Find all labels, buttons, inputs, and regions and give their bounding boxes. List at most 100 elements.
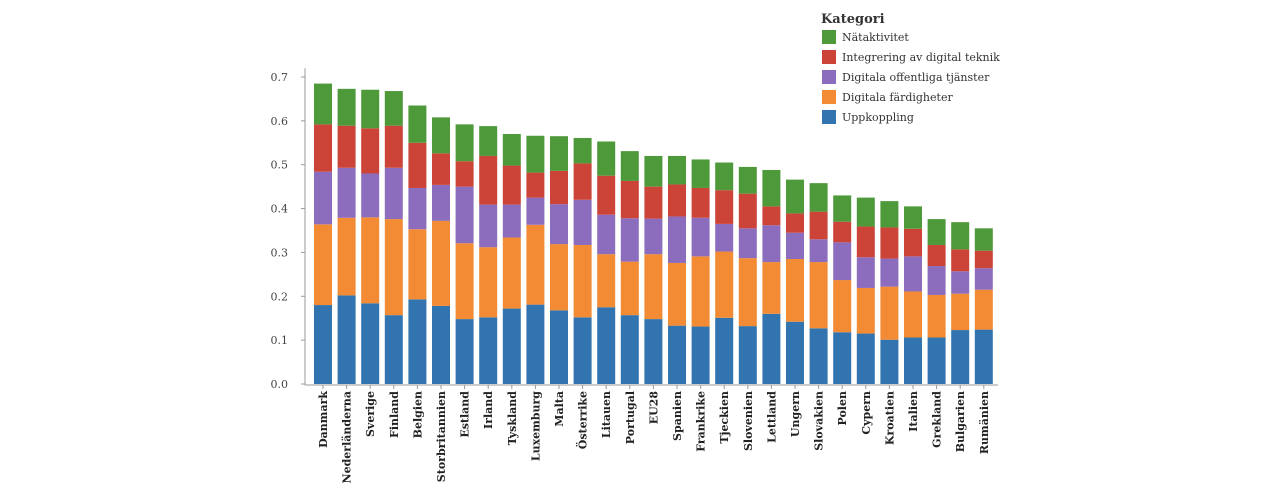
bar-nataktivitet-storbritannien [432, 117, 450, 154]
bar-digitala-offentliga-tjanster-eu28 [644, 218, 663, 255]
bar-stack-storbritannien [432, 117, 450, 384]
bar-digitala-offentliga-tjanster-malta [550, 204, 568, 245]
bar-uppkoppling-irland [479, 317, 498, 384]
bar-digitala-offentliga-tjanster-slovenien [738, 228, 757, 259]
bar-digitala-offentliga-tjanster-belgien [408, 187, 427, 230]
bar-digitala-offentliga-tjanster-rumanien [974, 268, 993, 290]
bar-digitala-fardigheter-portugal [620, 261, 639, 316]
bar-nataktivitet-finland [384, 91, 403, 126]
bar-uppkoppling-polen [833, 332, 852, 384]
bar-integrering-av-digital-teknik-finland [384, 125, 403, 168]
bar-uppkoppling-portugal [620, 315, 639, 384]
x-tick-label: Luxemburg [529, 391, 542, 461]
bar-stack-irland [479, 126, 498, 384]
bar-digitala-fardigheter-frankrike [691, 256, 710, 327]
bar-digitala-offentliga-tjanster-frankrike [691, 217, 710, 257]
legend-swatch-nataktivitet [822, 30, 836, 44]
bar-digitala-offentliga-tjanster-slovakien [809, 239, 828, 263]
bar-digitala-fardigheter-tjeckien [715, 251, 734, 318]
bar-digitala-offentliga-tjanster-tjeckien [715, 223, 734, 252]
bar-integrering-av-digital-teknik-danmark [314, 124, 332, 172]
legend-label-integrering-av-digital-teknik: Integrering av digital teknik [842, 51, 1000, 64]
x-tick-label: Polen [836, 391, 849, 426]
x-tick-label: Nederländerna [341, 391, 354, 483]
bar-digitala-fardigheter-grekland [927, 294, 946, 338]
legend-swatch-digitala-offentliga-tjanster [822, 70, 836, 84]
bar-uppkoppling-malta [550, 310, 568, 384]
legend-title: Kategori [821, 12, 885, 27]
bar-stack-portugal [620, 151, 639, 384]
x-tick-label: Österrike [576, 391, 590, 449]
bar-uppkoppling-luxemburg [526, 304, 545, 384]
bar-uppkoppling-italien [904, 337, 922, 384]
bar-digitala-fardigheter-belgien [408, 229, 427, 300]
bar-stack-litauen [597, 141, 616, 384]
bar-digitala-offentliga-tjanster-portugal [620, 218, 639, 262]
bar-nataktivitet-tyskland [502, 134, 521, 166]
bar-uppkoppling-grekland [927, 337, 946, 384]
bar-stack-nederlanderna [337, 88, 356, 384]
bar-digitala-offentliga-tjanster-nederlanderna [337, 167, 356, 218]
y-tick-label: 0.4 [271, 203, 289, 216]
x-tick-label: Slovenien [742, 391, 755, 451]
bar-digitala-offentliga-tjanster-finland [384, 167, 403, 220]
x-tick-label: Malta [553, 391, 566, 427]
x-tick-label: Kroatien [883, 391, 896, 445]
x-axis: Danmark Nederländerna Sverige Finland Belgie… [305, 384, 998, 483]
bar-nataktivitet-kroatien [880, 201, 899, 228]
bar-nataktivitet-cypern [856, 197, 875, 227]
x-tick-label: Bulgarien [954, 391, 967, 452]
bar-nataktivitet-bulgarien [951, 222, 970, 250]
bar-nataktivitet-rumanien [974, 228, 993, 251]
bar-nataktivitet-nederlanderna [337, 88, 356, 126]
bar-digitala-fardigheter-kroatien [880, 286, 899, 340]
x-tick-label: Lettland [765, 391, 778, 443]
bar-digitala-fardigheter-finland [384, 219, 403, 316]
bar-digitala-fardigheter-lettland [762, 262, 781, 314]
x-tick-label: Tjeckien [718, 391, 731, 444]
bar-digitala-fardigheter-estland [455, 243, 474, 320]
bar-nataktivitet-lettland [762, 169, 781, 207]
bar-integrering-av-digital-teknik-luxemburg [526, 172, 545, 198]
bar-nataktivitet-estland [455, 124, 474, 162]
bar-uppkoppling-estland [455, 319, 474, 384]
bar-uppkoppling-belgien [408, 299, 427, 384]
bar-stack-finland [384, 91, 403, 384]
bar-stack-slovakien [809, 183, 828, 384]
bar-integrering-av-digital-teknik-osterrike [573, 163, 592, 200]
bar-integrering-av-digital-teknik-kroatien [880, 227, 899, 259]
bar-integrering-av-digital-teknik-lettland [762, 206, 781, 226]
bar-stack-spanien [668, 155, 686, 384]
bar-integrering-av-digital-teknik-tjeckien [715, 190, 734, 224]
bar-uppkoppling-finland [384, 315, 403, 384]
bar-nataktivitet-danmark [314, 83, 332, 125]
bar-digitala-offentliga-tjanster-danmark [314, 171, 332, 225]
bar-stack-italien [904, 206, 922, 384]
bar-digitala-fardigheter-malta [550, 244, 568, 311]
x-tick-label: Irland [482, 391, 495, 429]
bar-integrering-av-digital-teknik-sverige [361, 128, 380, 174]
bar-digitala-fardigheter-polen [833, 280, 852, 333]
bar-stack-luxemburg [526, 135, 545, 384]
y-tick-label: 0.6 [271, 115, 289, 128]
bar-integrering-av-digital-teknik-polen [833, 221, 852, 243]
bar-digitala-fardigheter-spanien [668, 262, 686, 326]
bar-digitala-fardigheter-irland [479, 247, 498, 318]
bar-integrering-av-digital-teknik-slovenien [738, 193, 757, 229]
bar-digitala-fardigheter-eu28 [644, 254, 663, 320]
bar-digitala-fardigheter-rumanien [974, 289, 993, 330]
x-tick-label: Storbritannien [435, 391, 448, 482]
bar-uppkoppling-danmark [314, 305, 332, 384]
bar-stack-tjeckien [715, 162, 734, 384]
bar-digitala-offentliga-tjanster-polen [833, 242, 852, 281]
bar-digitala-offentliga-tjanster-luxemburg [526, 197, 545, 225]
bar-nataktivitet-sverige [361, 89, 380, 129]
bar-digitala-offentliga-tjanster-osterrike [573, 199, 592, 245]
bar-nataktivitet-ungern [786, 179, 804, 214]
bar-stack-polen [833, 195, 852, 384]
x-tick-label: Finland [388, 391, 401, 438]
bar-uppkoppling-kroatien [880, 339, 899, 384]
bar-uppkoppling-slovakien [809, 328, 828, 384]
y-tick-label: 0.5 [271, 159, 289, 172]
